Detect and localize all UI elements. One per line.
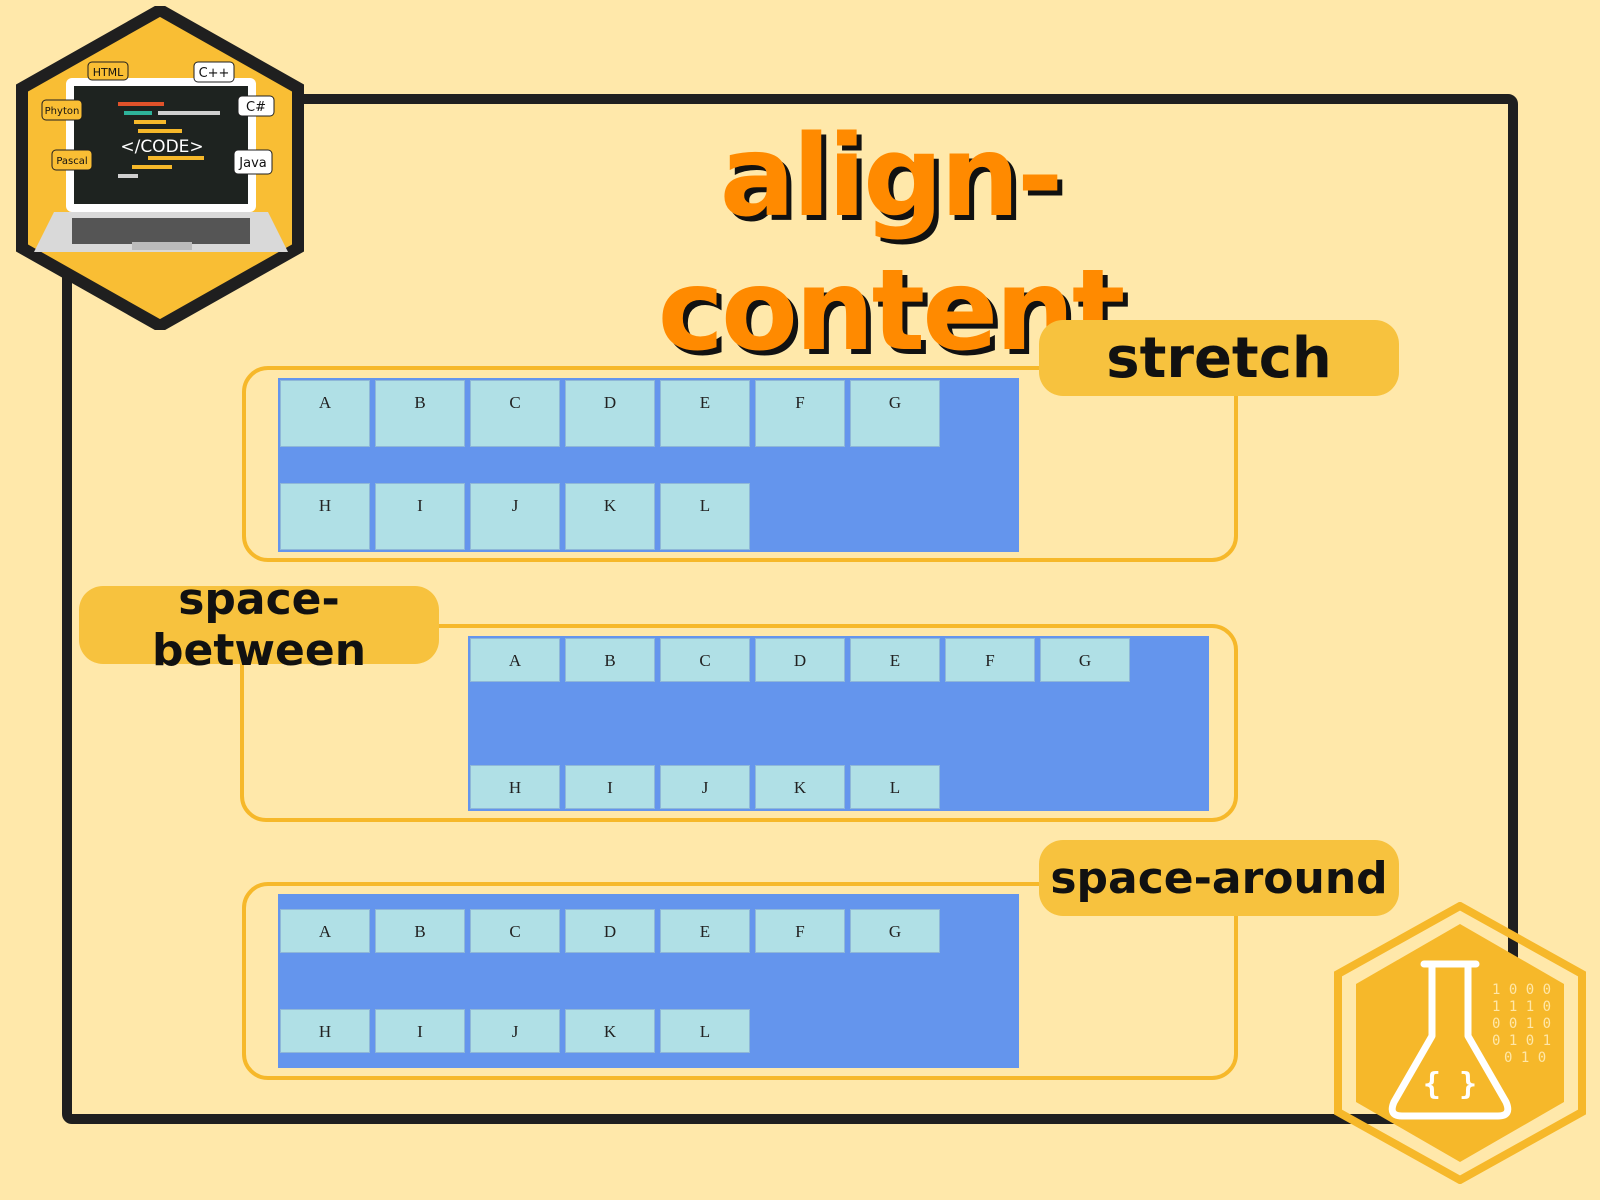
svg-text:0 1 0: 0 1 0 — [1504, 1050, 1546, 1066]
svg-text:Phyton: Phyton — [45, 106, 80, 117]
flex-item: A — [470, 638, 560, 682]
flex-item: B — [375, 380, 465, 447]
flex-item: J — [470, 1009, 560, 1053]
flex-item: F — [755, 909, 845, 953]
flex-item: D — [565, 380, 655, 447]
svg-text:1 0 0 0: 1 0 0 0 — [1492, 982, 1551, 998]
flex-item: B — [375, 909, 465, 953]
main-frame — [62, 94, 1518, 1124]
page-title: align-content — [657, 112, 1126, 377]
flex-item: I — [375, 483, 465, 550]
stretch-section-frame — [242, 366, 1238, 562]
flex-item: I — [565, 765, 655, 809]
flex-item: A — [280, 909, 370, 953]
flask-code-icon: { } 1 0 0 0 1 1 1 0 0 0 1 0 0 1 0 1 0 1 … — [1334, 902, 1586, 1184]
flex-item: H — [280, 1009, 370, 1053]
svg-text:Java: Java — [238, 156, 266, 171]
flex-item: C — [660, 638, 750, 682]
label-stretch: stretch — [1039, 320, 1399, 396]
label-space-between: space-between — [79, 574, 439, 676]
svg-text:HTML: HTML — [93, 66, 124, 79]
braces-text: { } — [1423, 1067, 1477, 1102]
code-text: </CODE> — [120, 137, 203, 157]
java-bubble: Java — [233, 149, 273, 175]
flex-item: H — [280, 483, 370, 550]
flex-item: E — [850, 638, 940, 682]
pascal-bubble: Pascal — [51, 149, 93, 171]
flex-item: K — [565, 483, 655, 550]
phyton-bubble: Phyton — [41, 99, 83, 121]
flex-item: L — [660, 483, 750, 550]
html-bubble: HTML — [87, 61, 129, 81]
label-space-around: space-around — [1039, 840, 1399, 916]
svg-text:0 0 1 0: 0 0 1 0 — [1492, 1016, 1551, 1032]
flex-item: C — [470, 909, 560, 953]
flex-item: K — [565, 1009, 655, 1053]
flex-item: A — [280, 380, 370, 447]
svg-text:C#: C# — [246, 100, 266, 115]
space-around-flex-container: A B C D E F G H I J K L — [278, 894, 1019, 1068]
svg-text:C++: C++ — [199, 66, 230, 81]
flex-item: B — [565, 638, 655, 682]
csharp-bubble: C# — [237, 95, 275, 117]
space-around-section-frame — [242, 882, 1238, 1080]
flex-item: E — [660, 380, 750, 447]
flex-item: D — [755, 638, 845, 682]
flex-item: L — [850, 765, 940, 809]
flex-item: F — [945, 638, 1035, 682]
flex-item: E — [660, 909, 750, 953]
flex-item: I — [375, 1009, 465, 1053]
code-laptop-logo: </CODE> HTML C++ Phyton C# Pascal Java — [16, 6, 304, 330]
flex-item: G — [1040, 638, 1130, 682]
flex-item: F — [755, 380, 845, 447]
svg-text:Pascal: Pascal — [56, 156, 87, 167]
flex-item: G — [850, 909, 940, 953]
cpp-bubble: C++ — [193, 61, 235, 83]
svg-text:0 1 0 1: 0 1 0 1 — [1492, 1033, 1551, 1049]
flex-item: K — [755, 765, 845, 809]
flex-item: H — [470, 765, 560, 809]
flex-item: J — [470, 483, 560, 550]
flex-item: G — [850, 380, 940, 447]
space-between-section-frame — [240, 624, 1238, 822]
svg-text:1 1 1 0: 1 1 1 0 — [1492, 999, 1551, 1015]
space-between-flex-container: A B C D E F G H I J K L — [468, 636, 1209, 811]
stretch-flex-container: A B C D E F G H I J K L — [278, 378, 1019, 552]
flex-item: L — [660, 1009, 750, 1053]
flex-item: C — [470, 380, 560, 447]
flex-item: D — [565, 909, 655, 953]
flex-item: J — [660, 765, 750, 809]
